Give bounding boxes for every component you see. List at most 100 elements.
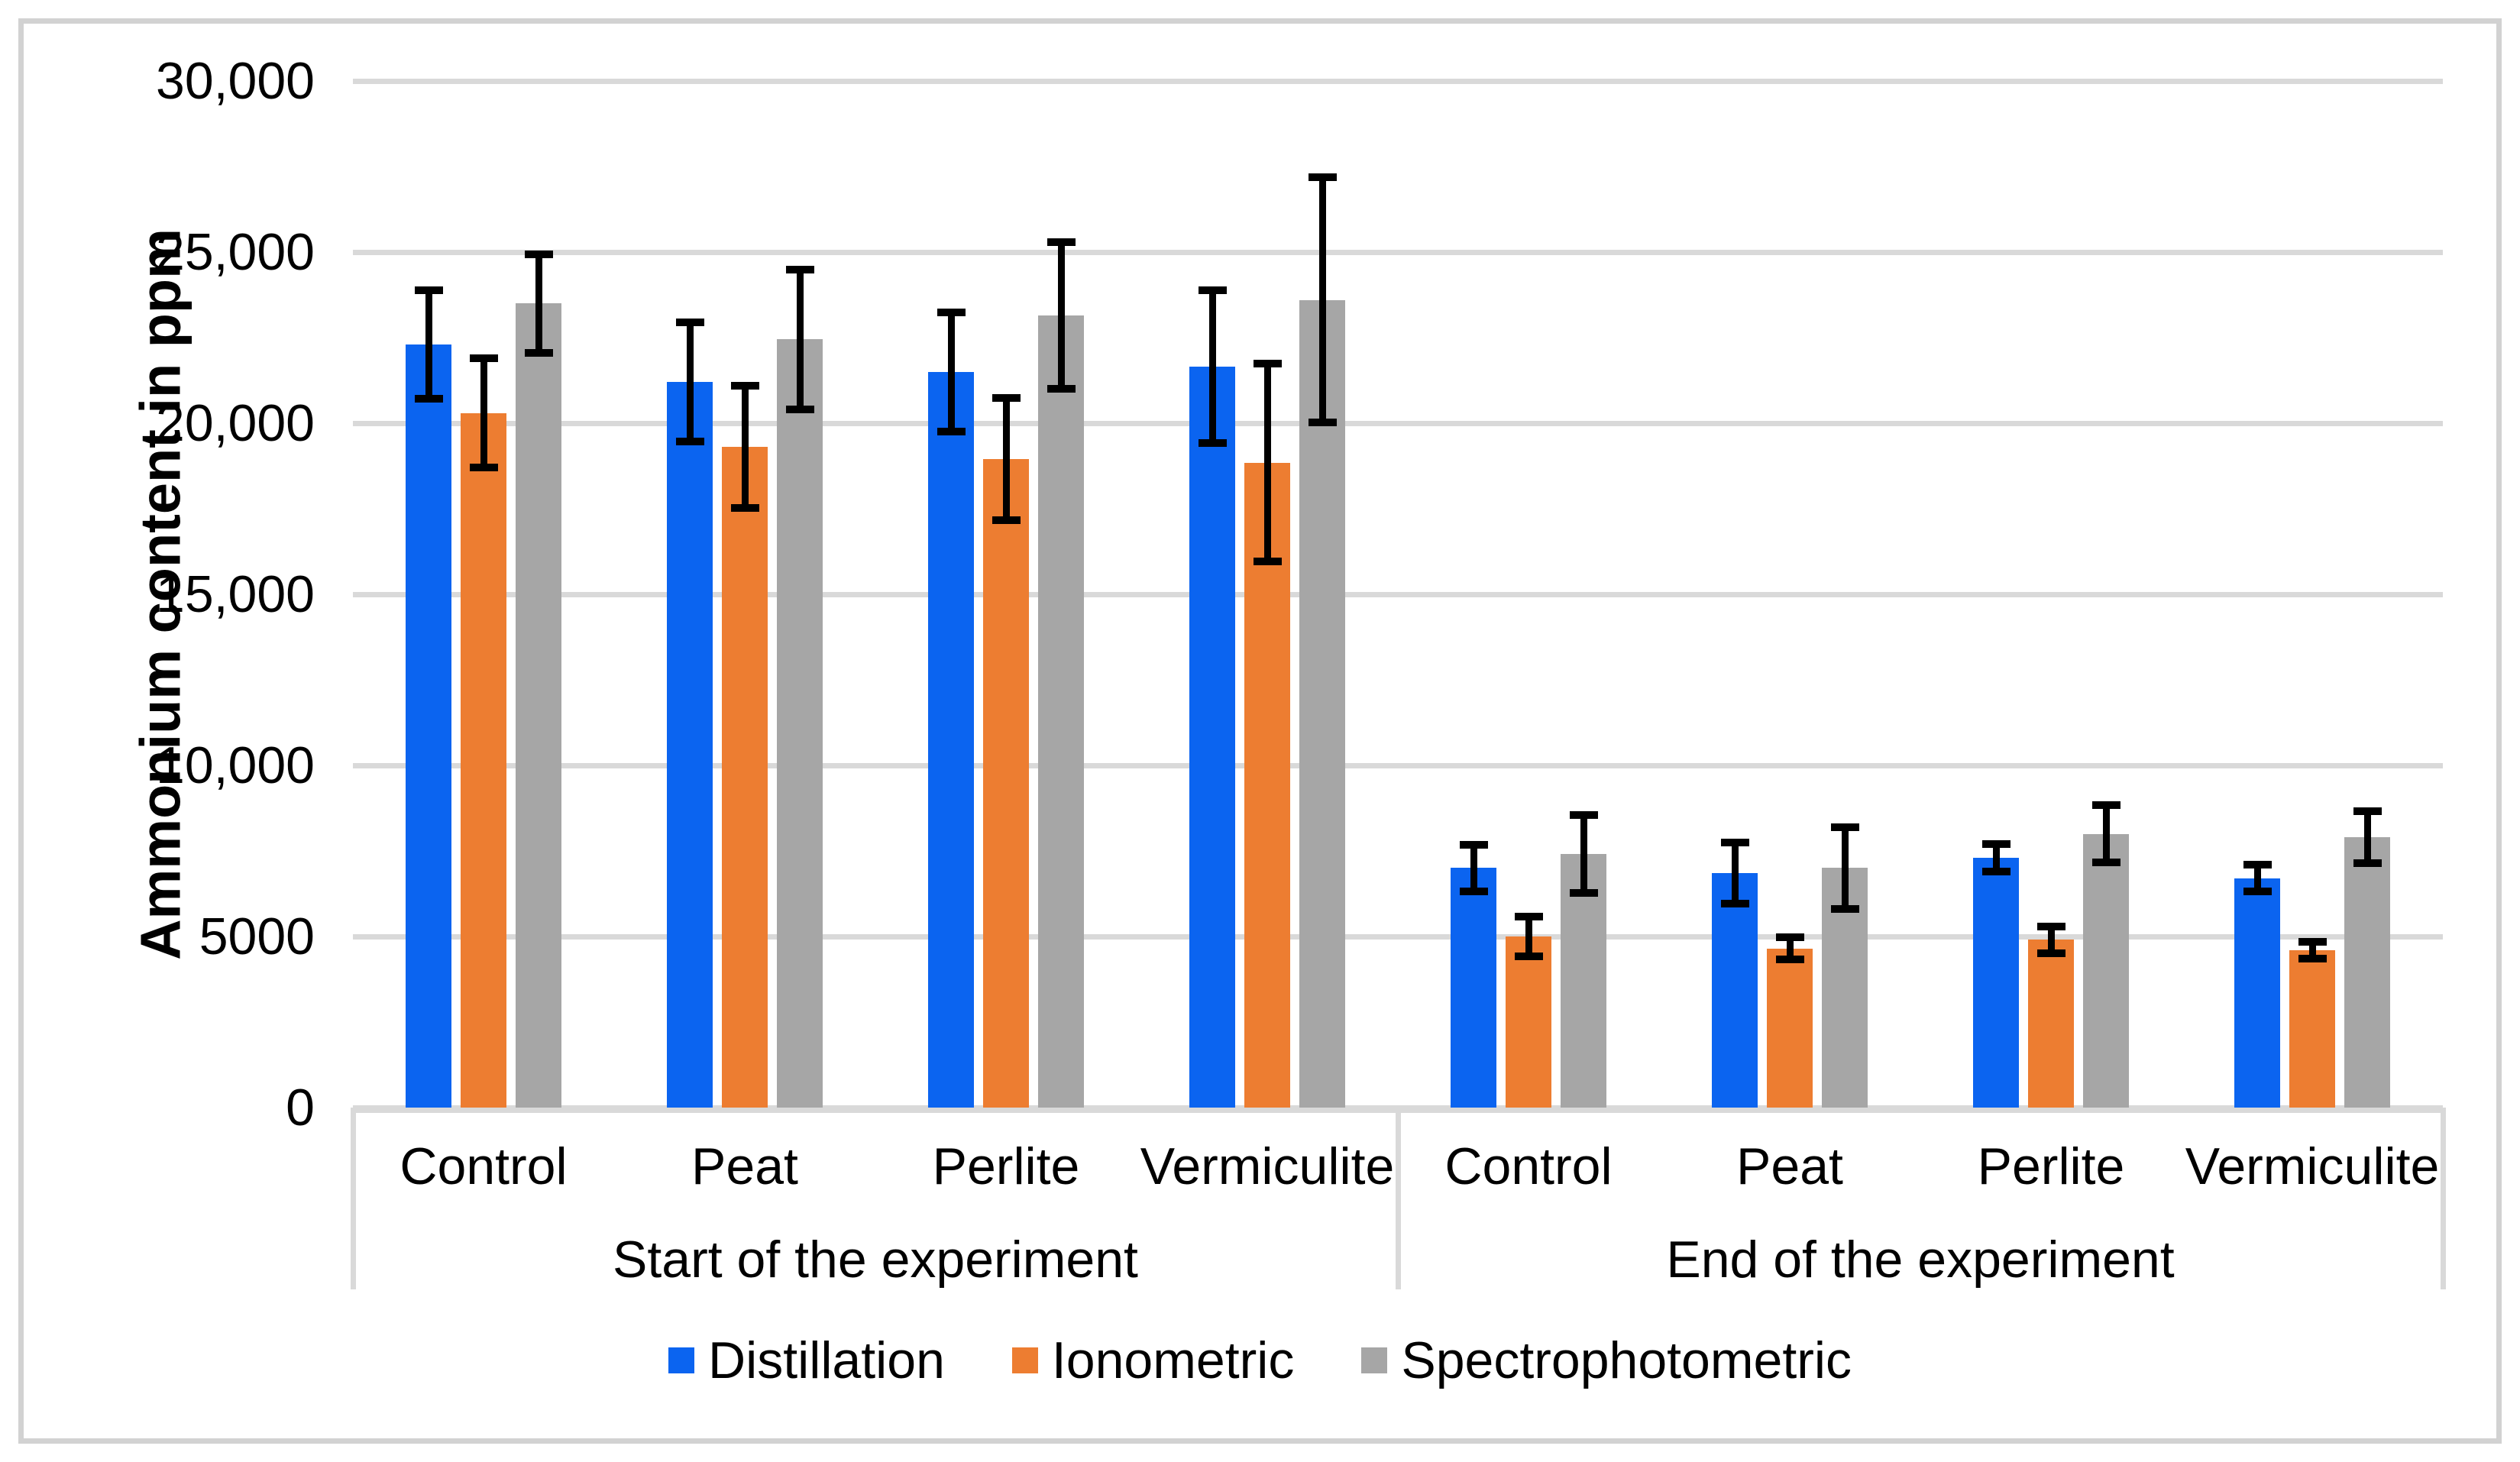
error-bar-stem <box>1058 238 1065 393</box>
legend-item-distillation: Distillation <box>668 1331 945 1390</box>
error-bar-stem <box>1003 394 1010 524</box>
error-bar-cap <box>1199 286 1227 294</box>
error-bar-cap <box>2092 801 2120 809</box>
bar-distillation-start-peat <box>667 382 713 1108</box>
y-tick-label: 20,000 <box>156 394 315 452</box>
error-bar-cap <box>2298 955 2327 962</box>
error-bar-cap <box>1309 419 1337 426</box>
bar-distillation-end-control <box>1451 868 1496 1108</box>
legend-marker-ionometric <box>1011 1347 1038 1373</box>
error-bar-cap <box>1776 933 1804 941</box>
bar-ionometric-start-vermiculite <box>1244 463 1290 1108</box>
category-label: Control <box>400 1137 568 1195</box>
error-bar-cap <box>1831 905 1859 913</box>
error-bar-cap <box>1460 888 1488 895</box>
error-bar-cap <box>1254 558 1282 565</box>
category-divider <box>2441 1108 2446 1289</box>
error-bar-cap <box>1721 900 1749 907</box>
category-label: Peat <box>691 1137 798 1195</box>
error-bar-stem <box>1842 823 1849 913</box>
error-bar-cap <box>1776 956 1804 963</box>
error-bar-cap <box>992 394 1021 402</box>
category-label: Perlite <box>932 1137 1080 1195</box>
gridline <box>353 79 2443 84</box>
category-label: Peat <box>1736 1137 1843 1195</box>
error-bar-cap <box>676 319 704 326</box>
error-bar-cap <box>2037 923 2065 930</box>
legend-label: Ionometric <box>1051 1331 1295 1389</box>
bar-ionometric-end-control <box>1506 936 1551 1108</box>
error-bar-stem <box>425 286 432 403</box>
legend-marker-spectrophotometric <box>1361 1347 1388 1373</box>
bar-distillation-start-perlite <box>928 372 974 1108</box>
bar-distillation-end-vermiculite <box>2234 878 2280 1108</box>
bar-spectrophotometric-start-control <box>516 303 561 1108</box>
category-divider <box>1396 1108 1401 1289</box>
error-bar-stem <box>687 319 694 445</box>
error-bar-cap <box>525 349 553 357</box>
legend-item-ionometric: Ionometric <box>1011 1331 1295 1390</box>
bar-spectrophotometric-end-vermiculite <box>2344 837 2390 1108</box>
error-bar-cap <box>2353 807 2382 815</box>
error-bar-cap <box>2243 888 2272 895</box>
error-bar-cap <box>676 438 704 445</box>
error-bar-stem <box>1525 913 1532 960</box>
y-tick-label: 10,000 <box>156 736 315 794</box>
legend: Distillation Ionometric Spectrophotometric <box>24 1326 2496 1395</box>
error-bar-stem <box>1580 811 1587 897</box>
error-bar-cap <box>992 516 1021 524</box>
error-bar-cap <box>2037 949 2065 957</box>
error-bar-cap <box>1309 173 1337 181</box>
error-bar-cap <box>1047 385 1076 393</box>
section-label: End of the experiment <box>1666 1231 2175 1289</box>
gridline <box>353 934 2443 940</box>
error-bar-cap <box>1254 360 1282 367</box>
bar-spectrophotometric-end-perlite <box>2083 834 2129 1108</box>
category-label: Vermiculite <box>1140 1137 1395 1195</box>
error-bar-stem <box>742 382 749 512</box>
error-bar-cap <box>1982 840 2011 848</box>
bar-ionometric-end-perlite <box>2028 940 2074 1108</box>
bar-ionometric-end-peat <box>1767 949 1813 1108</box>
error-bar-cap <box>1460 841 1488 849</box>
error-bar-stem <box>2254 861 2261 895</box>
bar-ionometric-start-peat <box>722 447 768 1108</box>
gridline <box>353 421 2443 426</box>
legend-label: Spectrophotometric <box>1401 1331 1852 1389</box>
error-bar-cap <box>786 266 814 273</box>
error-bar-cap <box>2092 859 2120 866</box>
error-bar-stem <box>1993 840 2000 875</box>
error-bar-stem <box>1787 933 1794 963</box>
gridline <box>353 592 2443 597</box>
error-bar-cap <box>1831 823 1859 831</box>
error-bar-stem <box>1209 286 1216 447</box>
legend-item-spectrophotometric: Spectrophotometric <box>1361 1331 1852 1390</box>
category-label: Control <box>1444 1137 1613 1195</box>
error-bar-cap <box>2243 861 2272 868</box>
legend-marker-distillation <box>668 1347 694 1373</box>
error-bar-stem <box>1319 173 1326 426</box>
error-bar-stem <box>948 309 955 435</box>
error-bar-stem <box>2309 938 2316 962</box>
error-bar-stem <box>480 354 487 471</box>
category-label: Vermiculite <box>2185 1137 2440 1195</box>
bar-ionometric-start-perlite <box>983 459 1029 1108</box>
error-bar-cap <box>1570 889 1598 897</box>
y-tick-label: 15,000 <box>156 565 315 623</box>
error-bar-cap <box>786 406 814 413</box>
error-bar-stem <box>1732 839 1739 907</box>
bar-distillation-start-vermiculite <box>1189 367 1235 1108</box>
error-bar-cap <box>2298 938 2327 946</box>
y-tick-label: 0 <box>286 1079 315 1137</box>
error-bar-cap <box>937 309 966 316</box>
y-tick-label: 30,000 <box>156 52 315 110</box>
error-bar-cap <box>1982 868 2011 875</box>
y-tick-label: 5000 <box>199 907 315 966</box>
legend-label: Distillation <box>708 1331 945 1389</box>
category-label: Perlite <box>1977 1137 2125 1195</box>
error-bar-cap <box>1199 439 1227 447</box>
error-bar-cap <box>470 354 498 362</box>
error-bar-stem <box>2364 807 2371 867</box>
error-bar-stem <box>1264 360 1271 565</box>
